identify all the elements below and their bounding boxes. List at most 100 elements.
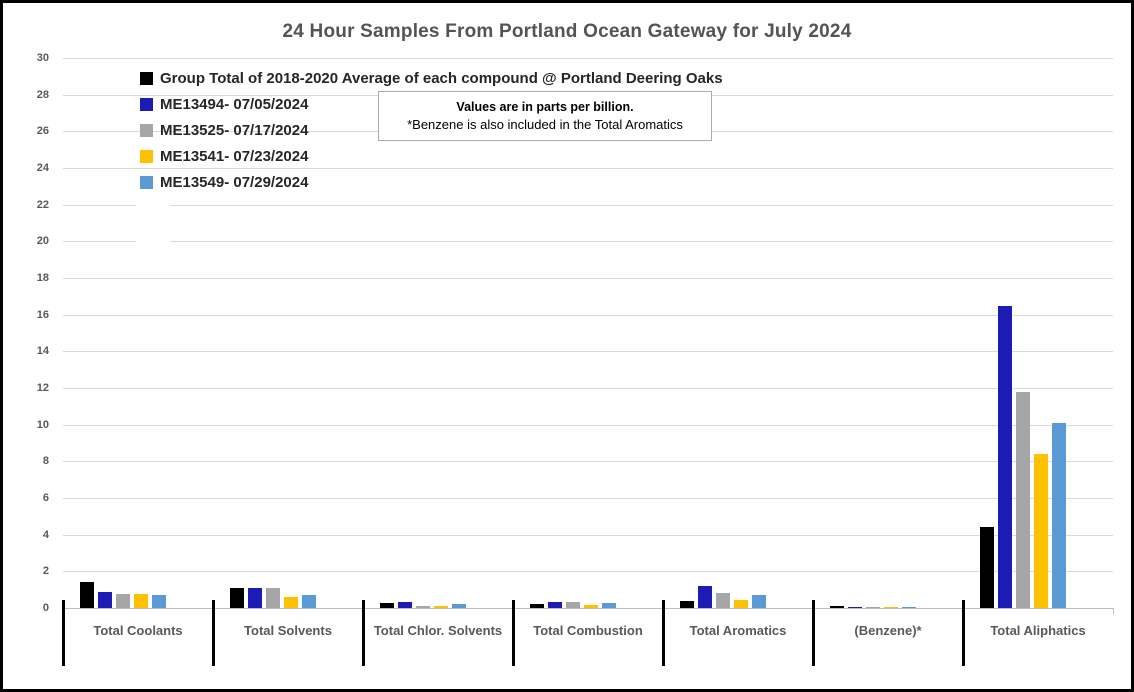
bar-total-combustion-s4 bbox=[602, 603, 616, 608]
y-axis-tick-label: 16 bbox=[36, 308, 49, 321]
bar-total-solvents-s4 bbox=[302, 595, 316, 608]
bar-total-aliphatics-s2 bbox=[1016, 391, 1030, 608]
chart-title: 24 Hour Samples From Portland Ocean Gate… bbox=[282, 21, 852, 42]
gridline-2 bbox=[63, 571, 1113, 573]
gridline-10 bbox=[63, 424, 1113, 426]
category-separator bbox=[62, 600, 65, 666]
y-axis-tick-label: 18 bbox=[36, 272, 49, 284]
bar-total-solvents-s2 bbox=[266, 587, 280, 608]
y-axis-tick-label: 26 bbox=[36, 125, 49, 138]
category-label: Total Aromatics bbox=[689, 623, 787, 638]
bar--benzene--s1 bbox=[848, 606, 862, 608]
y-axis-tick-label: 4 bbox=[42, 528, 49, 541]
gridline-16 bbox=[63, 314, 1113, 316]
category-separator bbox=[962, 600, 965, 666]
y-axis-tick-label: 8 bbox=[42, 455, 49, 468]
y-axis-tick-label: 24 bbox=[36, 162, 49, 174]
gridline-6 bbox=[63, 498, 1113, 499]
bar-total-aliphatics-s4 bbox=[1052, 422, 1066, 608]
legend-item-2: ME13525- 07/17/2024 bbox=[140, 117, 723, 143]
bar-total-combustion-s3 bbox=[584, 605, 598, 608]
y-axis-tick-label: 14 bbox=[36, 345, 49, 358]
category-label: Total Solvents bbox=[244, 623, 332, 638]
legend-swatch-icon bbox=[140, 97, 153, 111]
bar-total-aliphatics-s1 bbox=[998, 305, 1012, 608]
y-axis-tick-label: 6 bbox=[42, 492, 49, 504]
y-axis-tick-label: 30 bbox=[36, 52, 49, 64]
bar-total-coolants-s1 bbox=[98, 591, 112, 608]
bar-total-combustion-s2 bbox=[566, 601, 580, 608]
bar-total-chlor-solvents-s2 bbox=[416, 606, 430, 608]
bar-total-chlor-solvents-s3 bbox=[434, 606, 448, 608]
bar--benzene--s2 bbox=[866, 607, 880, 608]
bar-total-chlor-solvents-s1 bbox=[398, 601, 412, 608]
bar--benzene--s0 bbox=[830, 605, 844, 608]
category-separator bbox=[362, 600, 365, 666]
bar-total-aromatics-s0 bbox=[680, 600, 694, 608]
category-separator bbox=[212, 600, 215, 666]
chart-legend: Group Total of 2018-2020 Average of each… bbox=[140, 65, 723, 195]
legend-item-3: ME13541- 07/23/2024 bbox=[140, 143, 723, 169]
note-line-1: Values are in parts per billion. bbox=[456, 100, 634, 114]
bar-total-coolants-s3 bbox=[134, 594, 148, 608]
gridline-20 bbox=[63, 241, 1113, 243]
note-line-2: *Benzene is also included in the Total A… bbox=[407, 117, 683, 132]
gridline-24 bbox=[63, 168, 1113, 169]
legend-label: ME13494- 07/05/2024 bbox=[160, 95, 309, 113]
legend-label: Group Total of 2018-2020 Average of each… bbox=[160, 69, 723, 87]
y-axis-tick-label: 28 bbox=[36, 88, 49, 101]
x-axis-line bbox=[63, 608, 1113, 609]
bar-total-combustion-s1 bbox=[548, 601, 562, 608]
category-separator bbox=[812, 600, 815, 666]
bar-total-coolants-s2 bbox=[116, 594, 130, 608]
bar-total-aromatics-s3 bbox=[734, 599, 748, 608]
category-separator bbox=[662, 600, 665, 666]
x-axis-end-tick bbox=[1113, 608, 1114, 614]
legend-swatch-icon bbox=[140, 149, 153, 163]
legend-item-1: ME13494- 07/05/2024 bbox=[140, 91, 723, 117]
gridline-12 bbox=[63, 388, 1113, 389]
gridline-4 bbox=[63, 534, 1113, 536]
bar-total-aromatics-s2 bbox=[716, 593, 730, 608]
legend-label: ME13549- 07/29/2024 bbox=[160, 173, 309, 191]
legend-swatch-icon bbox=[140, 71, 153, 85]
bar-total-solvents-s0 bbox=[230, 587, 244, 608]
legend-item-4: ME13549- 07/29/2024 bbox=[140, 169, 723, 195]
y-axis-tick-label: 20 bbox=[36, 235, 49, 248]
legend-swatch-icon bbox=[140, 175, 153, 189]
gridline-8 bbox=[63, 461, 1113, 463]
gridline-14 bbox=[63, 351, 1113, 353]
category-label: Total Coolants bbox=[93, 623, 183, 638]
category-label: (Benzene)* bbox=[854, 623, 922, 638]
bar-total-combustion-s0 bbox=[530, 604, 544, 608]
bar-total-aromatics-s4 bbox=[752, 595, 766, 608]
bar-total-chlor-solvents-s0 bbox=[380, 603, 394, 608]
bar-total-solvents-s1 bbox=[248, 587, 262, 608]
bar-total-aromatics-s1 bbox=[698, 586, 712, 608]
category-separator bbox=[512, 600, 515, 666]
bar-total-coolants-s4 bbox=[152, 595, 166, 608]
y-axis-tick-label: 12 bbox=[36, 382, 49, 394]
legend-item-0: Group Total of 2018-2020 Average of each… bbox=[140, 65, 723, 91]
bar-total-coolants-s0 bbox=[80, 582, 94, 608]
legend-swatch-icon bbox=[140, 123, 153, 137]
bar--benzene--s4 bbox=[902, 607, 916, 608]
empty-textbox-patch bbox=[136, 193, 170, 251]
gridline-22 bbox=[63, 204, 1113, 206]
bar-total-aliphatics-s0 bbox=[980, 527, 994, 608]
category-label: Total Combustion bbox=[533, 623, 643, 638]
bar--benzene--s3 bbox=[884, 606, 898, 608]
note-box: Values are in parts per billion. *Benzen… bbox=[378, 91, 712, 141]
legend-label: ME13525- 07/17/2024 bbox=[160, 121, 309, 139]
y-axis-tick-label: 2 bbox=[42, 565, 49, 578]
gridline-18 bbox=[63, 278, 1113, 279]
category-label: Total Chlor. Solvents bbox=[373, 623, 503, 638]
bar-total-chlor-solvents-s4 bbox=[452, 604, 466, 608]
y-axis-tick-label: 0 bbox=[42, 602, 49, 614]
bar-total-aliphatics-s3 bbox=[1034, 454, 1048, 608]
bar-total-solvents-s3 bbox=[284, 597, 298, 608]
category-label: Total Aliphatics bbox=[990, 623, 1086, 638]
y-axis-tick-label: 10 bbox=[36, 418, 49, 431]
y-axis-tick-label: 22 bbox=[36, 198, 49, 211]
